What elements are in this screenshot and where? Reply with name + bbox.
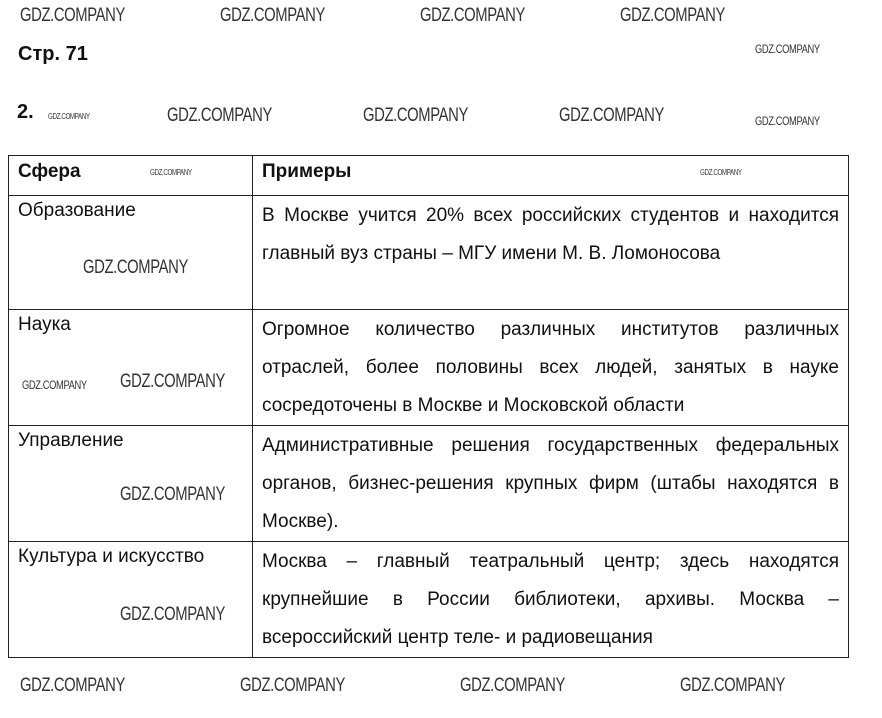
watermark: GDZ.COMPANY bbox=[120, 484, 225, 505]
header-sphere: Сфера bbox=[8, 155, 253, 196]
watermark: GDZ.COMPANY bbox=[83, 257, 188, 278]
watermark: GDZ.COMPANY bbox=[620, 5, 725, 26]
sphere-cell: Наука bbox=[8, 309, 253, 426]
examples-cell: В Москве учится 20% всех российских студ… bbox=[252, 195, 849, 310]
table-row: Образование В Москве учится 20% всех рос… bbox=[8, 195, 849, 310]
watermark: GDZ.COMPANY bbox=[420, 5, 525, 26]
watermark: GDZ.COMPANY bbox=[167, 105, 272, 126]
watermark: GDZ.COMPANY bbox=[48, 112, 90, 121]
watermark: GDZ.COMPANY bbox=[363, 105, 468, 126]
watermark: GDZ.COMPANY bbox=[220, 5, 325, 26]
examples-cell: Москва – главный театральный центр; здес… bbox=[252, 541, 849, 658]
watermark: GDZ.COMPANY bbox=[150, 168, 192, 177]
watermark: GDZ.COMPANY bbox=[700, 168, 742, 177]
watermark: GDZ.COMPANY bbox=[22, 378, 87, 392]
sphere-cell: Образование bbox=[8, 195, 253, 310]
page-title: Стр. 71 bbox=[18, 43, 88, 65]
watermark: GDZ.COMPANY bbox=[20, 5, 125, 26]
table-header-row: Сфера Примеры bbox=[8, 155, 849, 196]
table-row: Наука Огромное количество различных инст… bbox=[8, 309, 849, 426]
watermark: GDZ.COMPANY bbox=[20, 675, 125, 696]
watermark: GDZ.COMPANY bbox=[460, 675, 565, 696]
sphere-cell: Культура и искусство bbox=[8, 541, 253, 658]
examples-cell: Административные решения государственных… bbox=[252, 425, 849, 542]
watermark: GDZ.COMPANY bbox=[120, 604, 225, 625]
examples-cell: Огромное количество различных институтов… bbox=[252, 309, 849, 426]
table-row: Управление Административные решения госу… bbox=[8, 425, 849, 542]
watermark: GDZ.COMPANY bbox=[755, 114, 820, 128]
spheres-table: Сфера Примеры Образование В Москве учитс… bbox=[8, 155, 849, 658]
watermark: GDZ.COMPANY bbox=[680, 675, 785, 696]
watermark: GDZ.COMPANY bbox=[559, 105, 664, 126]
header-examples: Примеры bbox=[252, 155, 849, 196]
watermark: GDZ.COMPANY bbox=[755, 42, 820, 56]
watermark: GDZ.COMPANY bbox=[240, 675, 345, 696]
table-row: Культура и искусство Москва – главный те… bbox=[8, 541, 849, 658]
task-number: 2. bbox=[17, 101, 34, 123]
watermark: GDZ.COMPANY bbox=[120, 371, 225, 392]
